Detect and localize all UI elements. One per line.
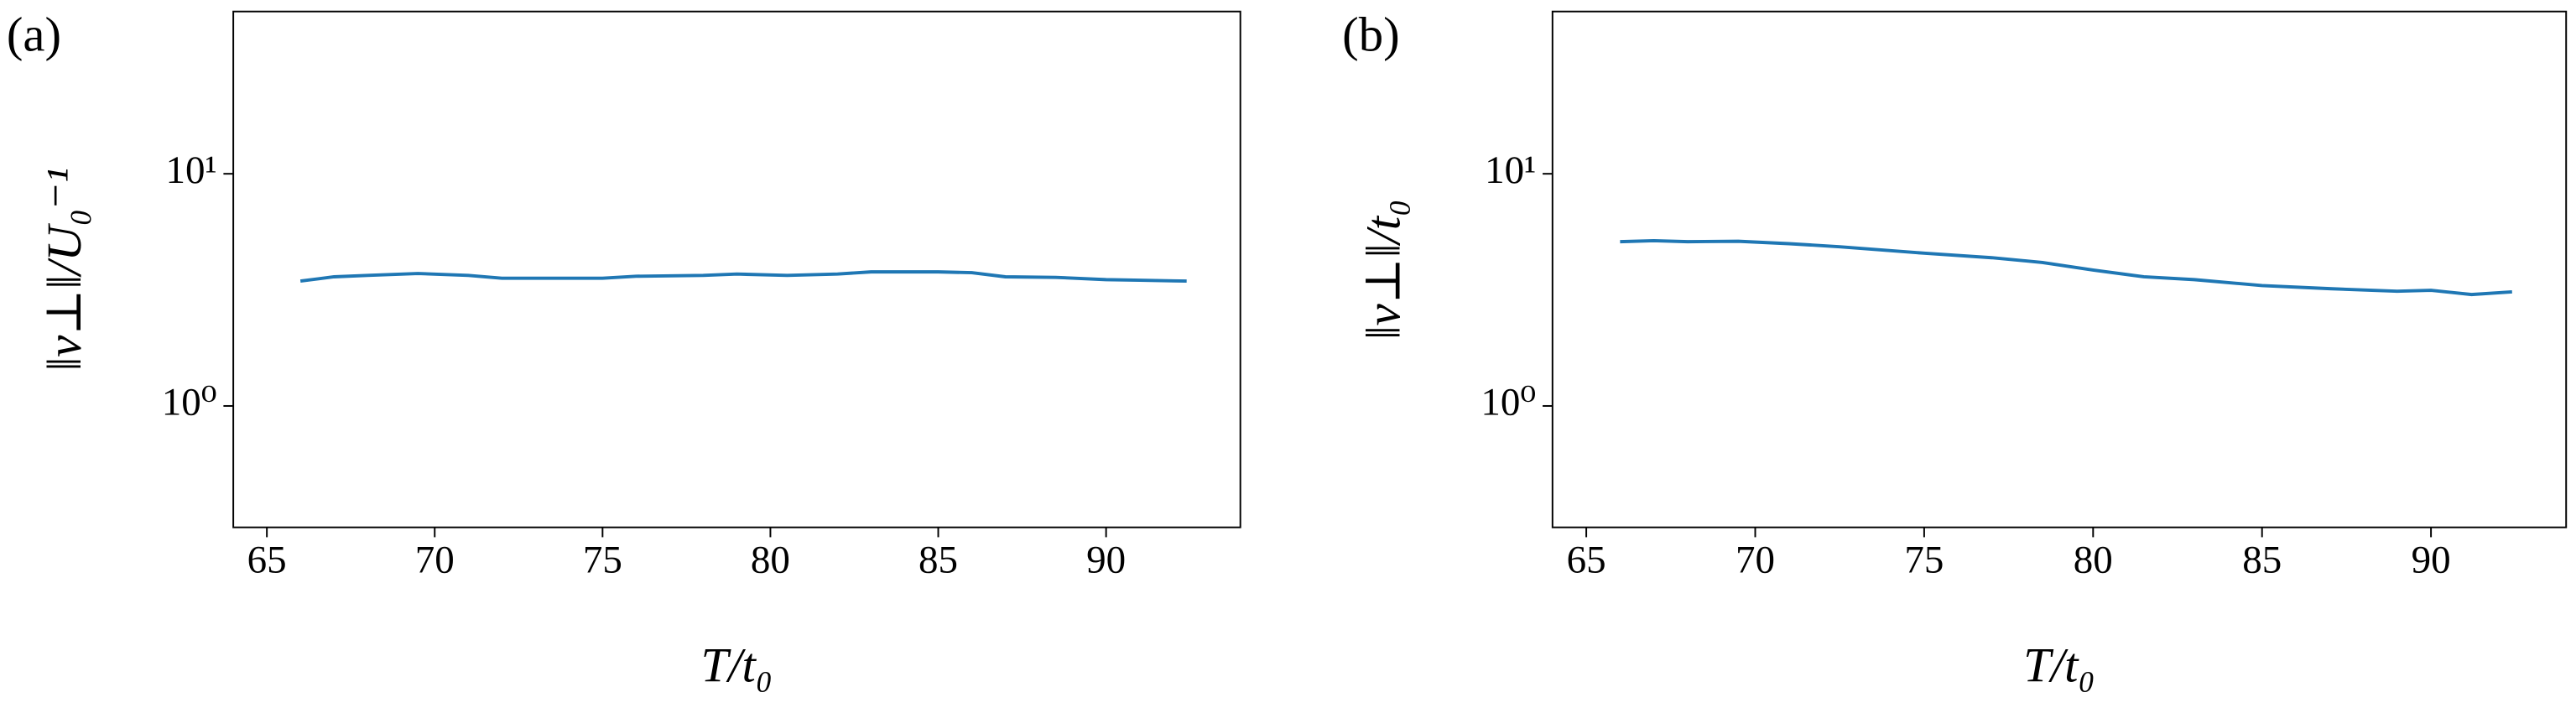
x-tick-label: 70	[415, 539, 455, 582]
y-tick-label: 10⁰	[162, 381, 217, 424]
x-tick-label: 90	[1086, 539, 1126, 582]
x-tick-label: 80	[751, 539, 790, 582]
x-tick-label: 90	[2412, 539, 2451, 582]
plot-frame	[1551, 10, 2568, 528]
y-tick-label: 10¹	[1485, 148, 1536, 192]
x-axis-label: T/t₀	[2023, 638, 2095, 693]
x-tick-label: 65	[247, 539, 287, 582]
x-tick-label: 85	[2242, 539, 2282, 582]
x-tick-label: 70	[1736, 539, 1775, 582]
x-tick-label: 75	[1904, 539, 1944, 582]
x-tick-label: 85	[919, 539, 958, 582]
x-tick-label: 80	[2074, 539, 2113, 582]
y-tick-label: 10⁰	[1481, 381, 1536, 424]
y-axis-label: ‖v⊥‖/t₀	[1356, 200, 1410, 340]
x-tick-label: 75	[583, 539, 622, 582]
panel-label: (a)	[7, 7, 61, 61]
plot-frame	[232, 10, 1241, 528]
panel-label: (b)	[1342, 7, 1400, 61]
data-line	[299, 270, 1187, 284]
y-axis-label: ‖v⊥‖/U₀⁻¹	[37, 168, 91, 371]
data-line	[1620, 238, 2512, 297]
y-tick-label: 10¹	[165, 148, 216, 192]
x-axis-label: T/t₀	[701, 638, 773, 693]
x-tick-label: 65	[1567, 539, 1606, 582]
